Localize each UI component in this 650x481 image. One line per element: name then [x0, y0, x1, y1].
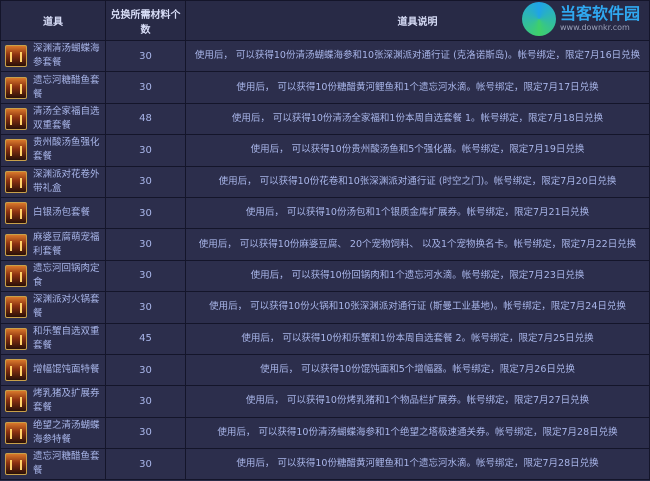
- table-row: 遗忘河回锅肉定食 30 使用后， 可以获得10份回锅肉和1个遗忘河水滴。帐号绑定…: [0, 259, 650, 293]
- item-cell: 白银汤包套餐: [0, 196, 106, 230]
- item-description: 使用后， 可以获得10份回锅肉和1个遗忘河水滴。帐号绑定，限定7月23日兑换: [185, 259, 650, 293]
- material-count: 30: [105, 353, 186, 387]
- treasure-box-icon: [5, 170, 27, 193]
- table-row: 遗忘河糖醋鱼套餐 30 使用后， 可以获得10份糖醋黄河鲤鱼和1个遗忘河水滴。帐…: [0, 71, 650, 104]
- table-row: 深渊派对火锅套餐 30 使用后， 可以获得10份火锅和10张深渊派对通行证 (斯…: [0, 291, 650, 324]
- treasure-box-icon: [5, 296, 27, 319]
- table-row: 烤乳猪及扩展券套餐 30 使用后， 可以获得10份烤乳猪和1个物品栏扩展券。帐号…: [0, 385, 650, 418]
- item-name: 遗忘河回锅肉定食: [33, 262, 100, 288]
- item-description: 使用后， 可以获得10份贵州酸汤鱼和5个强化器。帐号绑定，限定7月19日兑换: [185, 134, 650, 167]
- material-count: 30: [105, 196, 186, 230]
- treasure-box-icon: [5, 453, 27, 476]
- treasure-box-icon: [5, 202, 27, 225]
- table-row: 白银汤包套餐 30 使用后， 可以获得10份汤包和1个银质金库扩展券。帐号绑定，…: [0, 196, 650, 230]
- treasure-box-icon: [5, 139, 27, 162]
- material-count: 30: [105, 259, 186, 293]
- material-count: 30: [105, 291, 186, 324]
- material-count: 30: [105, 134, 186, 167]
- item-name: 清汤全家福自选双重套餐: [33, 105, 100, 131]
- material-count: 30: [105, 165, 186, 198]
- item-description: 使用后， 可以获得10份馄饨面和5个增幅器。帐号绑定，限定7月26日兑换: [185, 353, 650, 387]
- material-count: 30: [105, 416, 186, 450]
- table-row: 清汤全家福自选双重套餐 48 使用后， 可以获得10份清汤全家福和1份本周自选套…: [0, 102, 650, 136]
- treasure-box-icon: [5, 264, 27, 287]
- treasure-box-icon: [5, 45, 27, 68]
- treasure-box-icon: [5, 359, 27, 382]
- item-cell: 深渊派对火锅套餐: [0, 291, 106, 324]
- material-count: 48: [105, 102, 186, 136]
- watermark-title: 当客软件园: [560, 4, 641, 23]
- header-item: 道具: [0, 0, 106, 41]
- header-desc: 道具说明: [185, 0, 650, 41]
- material-count: 30: [105, 71, 186, 104]
- table-header: 道具 兑换所需材料个数 道具说明: [0, 0, 650, 41]
- table-row: 麻婆豆腐萌宠福利套餐 30 使用后， 可以获得10份麻婆豆腐、 20个宠物饲料、…: [0, 228, 650, 261]
- item-name: 深渊派对火锅套餐: [33, 294, 100, 320]
- treasure-box-icon: [5, 76, 27, 99]
- item-description: 使用后， 可以获得10份糖醋黄河鲤鱼和1个遗忘河水滴。帐号绑定，限定7月17日兑…: [185, 71, 650, 104]
- item-cell: 麻婆豆腐萌宠福利套餐: [0, 228, 106, 261]
- item-name: 白银汤包套餐: [33, 207, 91, 219]
- header-count: 兑换所需材料个数: [105, 0, 186, 41]
- material-count: 30: [105, 448, 186, 481]
- material-count: 30: [105, 385, 186, 418]
- item-description: 使用后， 可以获得10份清汤全家福和1份本周自选套餐 1。帐号绑定，限定7月18…: [185, 102, 650, 136]
- table-row: 绝望之清汤蝴蝶海参特餐 30 使用后， 可以获得10份清汤蝴蝶海参和1个绝望之塔…: [0, 416, 650, 450]
- item-cell: 和乐蟹自选双重套餐: [0, 322, 106, 355]
- table-row: 深渊派对花卷外带礼盒 30 使用后， 可以获得10份花卷和10张深渊派对通行证 …: [0, 165, 650, 198]
- item-description: 使用后， 可以获得10份麻婆豆腐、 20个宠物饲料、 以及1个宠物换名卡。帐号绑…: [185, 228, 650, 261]
- material-count: 30: [105, 39, 186, 73]
- table-row: 贵州酸汤鱼强化套餐 30 使用后， 可以获得10份贵州酸汤鱼和5个强化器。帐号绑…: [0, 134, 650, 167]
- item-description: 使用后， 可以获得10份烤乳猪和1个物品栏扩展券。帐号绑定，限定7月27日兑换: [185, 385, 650, 418]
- treasure-box-icon: [5, 233, 27, 256]
- watermark-logo-icon: [522, 2, 556, 36]
- item-description: 使用后， 可以获得10份糖醋黄河鲤鱼和1个遗忘河水滴。帐号绑定，限定7月28日兑…: [185, 448, 650, 481]
- item-name: 麻婆豆腐萌宠福利套餐: [33, 231, 100, 257]
- watermark: 当客软件园 www.downkr.com: [522, 2, 640, 36]
- table-row: 深渊清汤蝴蝶海参套餐 30 使用后， 可以获得10份清汤蝴蝶海参和10张深渊派对…: [0, 39, 650, 73]
- item-name: 绝望之清汤蝴蝶海参特餐: [33, 419, 100, 445]
- treasure-box-icon: [5, 107, 27, 130]
- item-cell: 烤乳猪及扩展券套餐: [0, 385, 106, 418]
- item-cell: 清汤全家福自选双重套餐: [0, 102, 106, 136]
- item-name: 贵州酸汤鱼强化套餐: [33, 137, 100, 163]
- item-description: 使用后， 可以获得10份清汤蝴蝶海参和10张深渊派对通行证 (克洛诺斯岛)。帐号…: [185, 39, 650, 73]
- item-name: 增幅馄饨面特餐: [33, 364, 100, 376]
- item-description: 使用后， 可以获得10份和乐蟹和1份本周自选套餐 2。帐号绑定，限定7月25日兑…: [185, 322, 650, 355]
- item-cell: 深渊派对花卷外带礼盒: [0, 165, 106, 198]
- item-description: 使用后， 可以获得10份火锅和10张深渊派对通行证 (斯曼工业基地)。帐号绑定，…: [185, 291, 650, 324]
- item-name: 遗忘河糖醋鱼套餐: [33, 451, 100, 477]
- item-description: 使用后， 可以获得10份汤包和1个银质金库扩展券。帐号绑定，限定7月21日兑换: [185, 196, 650, 230]
- item-name: 遗忘河糖醋鱼套餐: [33, 74, 100, 100]
- item-description: 使用后， 可以获得10份花卷和10张深渊派对通行证 (时空之门)。帐号绑定，限定…: [185, 165, 650, 198]
- item-name: 深渊清汤蝴蝶海参套餐: [33, 43, 100, 69]
- item-name: 深渊派对花卷外带礼盒: [33, 168, 100, 194]
- treasure-box-icon: [5, 421, 27, 444]
- item-cell: 遗忘河糖醋鱼套餐: [0, 448, 106, 481]
- treasure-box-icon: [5, 390, 27, 413]
- item-cell: 增幅馄饨面特餐: [0, 353, 106, 387]
- table-row: 和乐蟹自选双重套餐 45 使用后， 可以获得10份和乐蟹和1份本周自选套餐 2。…: [0, 322, 650, 355]
- treasure-box-icon: [5, 327, 27, 350]
- item-name: 和乐蟹自选双重套餐: [33, 325, 100, 351]
- item-name: 烤乳猪及扩展券套餐: [33, 388, 100, 414]
- material-count: 30: [105, 228, 186, 261]
- table-row: 增幅馄饨面特餐 30 使用后， 可以获得10份馄饨面和5个增幅器。帐号绑定，限定…: [0, 353, 650, 387]
- item-cell: 绝望之清汤蝴蝶海参特餐: [0, 416, 106, 450]
- item-cell: 贵州酸汤鱼强化套餐: [0, 134, 106, 167]
- item-cell: 遗忘河糖醋鱼套餐: [0, 71, 106, 104]
- table-row: 遗忘河糖醋鱼套餐 30 使用后， 可以获得10份糖醋黄河鲤鱼和1个遗忘河水滴。帐…: [0, 448, 650, 481]
- item-description: 使用后， 可以获得10份清汤蝴蝶海参和1个绝望之塔极速通关券。帐号绑定，限定7月…: [185, 416, 650, 450]
- item-cell: 深渊清汤蝴蝶海参套餐: [0, 39, 106, 73]
- item-cell: 遗忘河回锅肉定食: [0, 259, 106, 293]
- watermark-url: www.downkr.com: [560, 23, 630, 32]
- material-count: 45: [105, 322, 186, 355]
